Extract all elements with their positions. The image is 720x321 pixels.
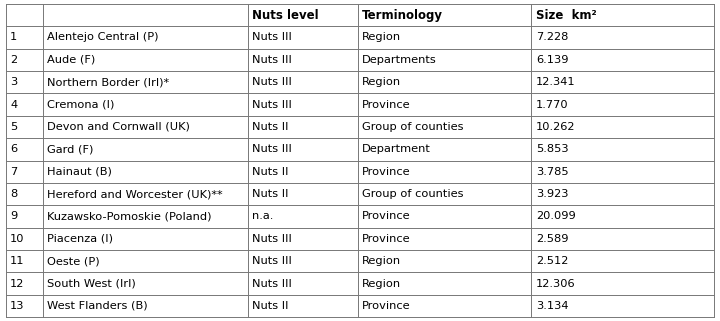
Text: 5: 5 xyxy=(10,122,17,132)
Text: 3.923: 3.923 xyxy=(536,189,568,199)
Text: Nuts II: Nuts II xyxy=(253,189,289,199)
Text: Nuts level: Nuts level xyxy=(253,9,319,22)
Text: 10.262: 10.262 xyxy=(536,122,575,132)
Text: West Flanders (B): West Flanders (B) xyxy=(47,301,148,311)
Text: Group of counties: Group of counties xyxy=(362,122,464,132)
Text: Departments: Departments xyxy=(362,55,437,65)
Text: Region: Region xyxy=(362,256,401,266)
Text: Terminology: Terminology xyxy=(362,9,444,22)
Text: Cremona (I): Cremona (I) xyxy=(47,100,114,109)
Text: 12.306: 12.306 xyxy=(536,279,575,289)
Text: Oeste (P): Oeste (P) xyxy=(47,256,99,266)
Text: 3.134: 3.134 xyxy=(536,301,568,311)
Text: Nuts II: Nuts II xyxy=(253,301,289,311)
Text: Hainaut (B): Hainaut (B) xyxy=(47,167,112,177)
Text: 2: 2 xyxy=(10,55,17,65)
Text: Hereford and Worcester (UK)**: Hereford and Worcester (UK)** xyxy=(47,189,222,199)
Text: Nuts III: Nuts III xyxy=(253,32,292,42)
Text: 2.589: 2.589 xyxy=(536,234,568,244)
Text: 3: 3 xyxy=(10,77,17,87)
Text: Alentejo Central (P): Alentejo Central (P) xyxy=(47,32,158,42)
Text: Department: Department xyxy=(362,144,431,154)
Text: 7: 7 xyxy=(10,167,17,177)
Text: 6.139: 6.139 xyxy=(536,55,568,65)
Text: Kuzawsko-Pomoskie (Poland): Kuzawsko-Pomoskie (Poland) xyxy=(47,212,212,221)
Text: 10: 10 xyxy=(10,234,24,244)
Text: Size  km²: Size km² xyxy=(536,9,596,22)
Text: Northern Border (Irl)*: Northern Border (Irl)* xyxy=(47,77,169,87)
Text: 11: 11 xyxy=(10,256,24,266)
Text: Region: Region xyxy=(362,77,401,87)
Text: 13: 13 xyxy=(10,301,24,311)
Text: Region: Region xyxy=(362,279,401,289)
Text: 12: 12 xyxy=(10,279,24,289)
Text: n.a.: n.a. xyxy=(253,212,274,221)
Text: Aude (F): Aude (F) xyxy=(47,55,95,65)
Text: Nuts III: Nuts III xyxy=(253,256,292,266)
Text: Nuts III: Nuts III xyxy=(253,100,292,109)
Text: Province: Province xyxy=(362,212,411,221)
Text: 1.770: 1.770 xyxy=(536,100,568,109)
Text: Nuts II: Nuts II xyxy=(253,167,289,177)
Text: Nuts III: Nuts III xyxy=(253,55,292,65)
Text: Nuts III: Nuts III xyxy=(253,279,292,289)
Text: 7.228: 7.228 xyxy=(536,32,568,42)
Text: 5.853: 5.853 xyxy=(536,144,568,154)
Text: Nuts III: Nuts III xyxy=(253,144,292,154)
Text: Devon and Cornwall (UK): Devon and Cornwall (UK) xyxy=(47,122,190,132)
Text: Province: Province xyxy=(362,301,411,311)
Text: Piacenza (I): Piacenza (I) xyxy=(47,234,113,244)
Text: Group of counties: Group of counties xyxy=(362,189,464,199)
Text: 4: 4 xyxy=(10,100,17,109)
Text: Gard (F): Gard (F) xyxy=(47,144,94,154)
Text: South West (Irl): South West (Irl) xyxy=(47,279,135,289)
Text: Nuts III: Nuts III xyxy=(253,234,292,244)
Text: 2.512: 2.512 xyxy=(536,256,568,266)
Text: Nuts II: Nuts II xyxy=(253,122,289,132)
Text: 12.341: 12.341 xyxy=(536,77,575,87)
Text: 20.099: 20.099 xyxy=(536,212,575,221)
Text: Nuts III: Nuts III xyxy=(253,77,292,87)
Text: 6: 6 xyxy=(10,144,17,154)
Text: 9: 9 xyxy=(10,212,17,221)
Text: 3.785: 3.785 xyxy=(536,167,568,177)
Text: Province: Province xyxy=(362,100,411,109)
Text: 8: 8 xyxy=(10,189,17,199)
Text: Province: Province xyxy=(362,167,411,177)
Text: Region: Region xyxy=(362,32,401,42)
Text: 1: 1 xyxy=(10,32,17,42)
Text: Province: Province xyxy=(362,234,411,244)
